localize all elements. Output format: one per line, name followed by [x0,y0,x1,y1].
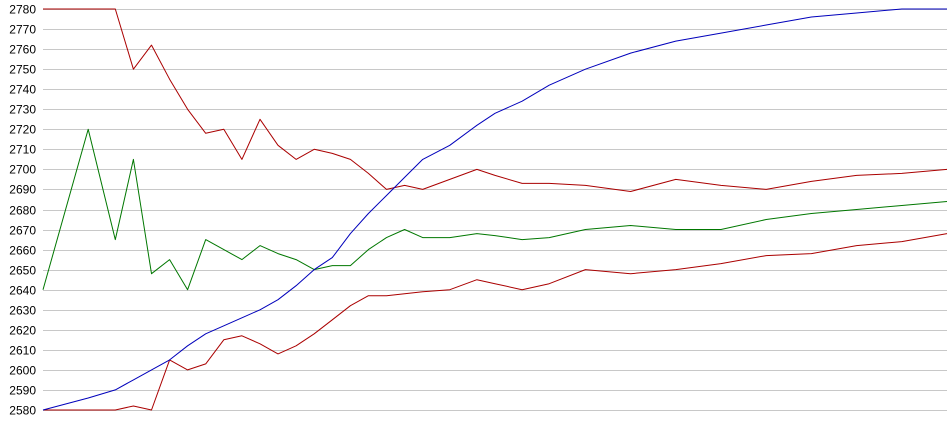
y-tick-label: 2720 [9,123,36,137]
y-tick-label: 2660 [9,244,36,258]
y-tick-label: 2700 [9,163,36,177]
y-tick-label: 2580 [9,404,36,418]
series-line-3 [43,233,948,411]
y-tick-label: 2600 [9,364,36,378]
y-tick-label: 2760 [9,43,36,57]
gridlines [43,9,947,411]
y-tick-label: 2650 [9,264,36,278]
y-tick-label: 2670 [9,224,36,238]
series-lines [42,8,948,411]
y-axis: 2580 2590 2600 2610 2620 2630 2640 2650 2660 2670… [9,3,36,418]
y-tick-label: 2590 [9,384,36,398]
y-tick-label: 2690 [9,183,36,197]
y-tick-label: 2620 [9,324,36,338]
y-tick-label: 2780 [9,3,36,17]
y-tick-label: 2750 [9,63,36,77]
series-line-1 [43,8,948,192]
y-tick-label: 2770 [9,23,36,37]
y-tick-label: 2710 [9,143,36,157]
series-line-4 [42,8,947,411]
y-tick-label: 2630 [9,304,36,318]
series-line-2 [42,128,948,291]
y-tick-label: 2680 [9,204,36,218]
y-tick-label: 2610 [9,344,36,358]
y-tick-label: 2730 [9,103,36,117]
y-tick-label: 2740 [9,83,36,97]
y-tick-label: 2640 [9,284,36,298]
